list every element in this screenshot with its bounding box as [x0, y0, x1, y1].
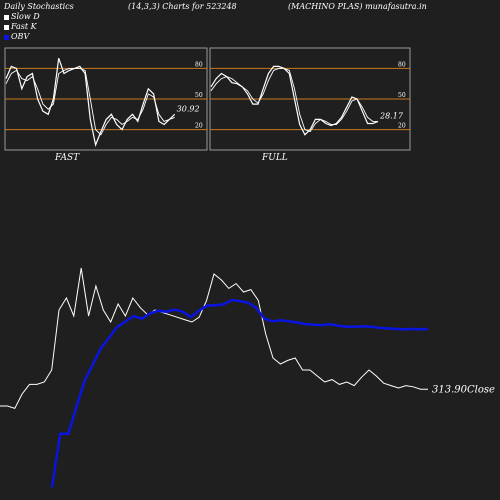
- fast-series-fast-k: [5, 58, 176, 147]
- obv-line: [50, 298, 429, 488]
- chart-title-right: (MACHINO PLAS) munafasutra.in: [288, 2, 427, 11]
- chart-title-middle: (14,3,3) Charts for 523248: [128, 2, 237, 11]
- legend-label-obv: OBV: [11, 32, 30, 41]
- legend-swatch-white-icon: [4, 24, 9, 30]
- legend-swatch-white-icon: [4, 14, 9, 20]
- chart-title-left: Daily Stochastics: [4, 2, 74, 11]
- fast-panel-label: FAST: [55, 153, 80, 163]
- full-tick-label: 20: [398, 123, 406, 130]
- full-tick-label: 50: [398, 92, 406, 99]
- fast-tick-label: 50: [195, 92, 203, 99]
- full-series-d: [210, 67, 378, 133]
- fast-value-label: 30.92: [177, 104, 200, 113]
- legend-item-fast-k: Fast K: [4, 22, 37, 31]
- fast-series-slow-d: [5, 67, 175, 136]
- legend-label-fast-k: Fast K: [11, 22, 37, 31]
- full-panel-label: FULL: [262, 153, 288, 163]
- legend-swatch-blue-icon: [4, 34, 9, 40]
- price-line: [0, 267, 429, 410]
- fast-tick-label: 80: [195, 61, 203, 68]
- legend-item-slow-d: Slow D: [4, 12, 40, 21]
- legend-label-slow-d: Slow D: [11, 12, 40, 21]
- close-price-label: 313.90Close: [432, 384, 495, 395]
- full-series-k: [210, 65, 379, 136]
- full-tick-label: 80: [398, 61, 406, 68]
- legend-item-obv: OBV: [4, 32, 29, 41]
- full-value-label: 28.17: [379, 111, 404, 120]
- fast-tick-label: 20: [195, 123, 203, 130]
